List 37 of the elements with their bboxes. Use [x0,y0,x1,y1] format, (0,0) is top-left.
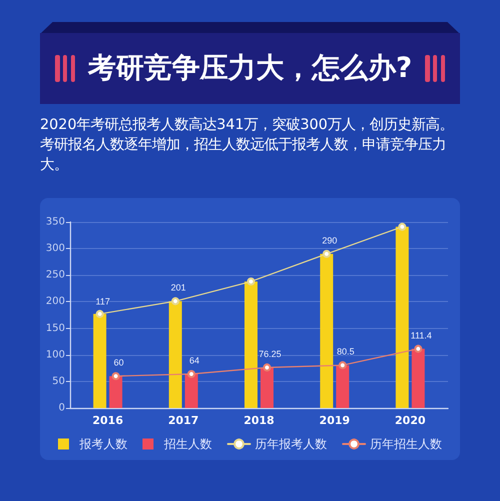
bar [412,348,425,408]
bar [184,374,198,408]
y-tick-label: 300 [46,243,65,254]
bar [244,282,258,408]
legend-label: 历年报考人数 [255,437,327,451]
data-label: 76.25 [258,348,282,359]
chart-subtitle: 2020年考研总报考人数高达341万，突破300万人，创历史新高。考研报名人数逐年增加，招生人数远低于报考人数，申请竞争压力大。 [40,116,455,175]
x-tick-label: 2019 [319,414,350,427]
y-tick-label: 200 [46,296,65,308]
legend-label: 历年招生人数 [370,437,442,451]
y-tick-label: 350 [46,216,65,228]
bar [168,301,182,408]
data-label: 111.4 [410,330,432,340]
bar [260,367,274,408]
annotation: 117 [96,296,110,306]
bar [93,314,106,408]
x-tick-label: 2017 [168,414,199,427]
data-label: 201 [170,282,186,293]
y-tick-label: 50 [52,376,65,387]
data-label: 80.5 [336,346,354,357]
bar [109,376,122,408]
bar [320,254,334,408]
legend-label: 招生人数 [163,437,212,451]
x-tick-label: 2018 [244,414,274,427]
bar [396,226,409,408]
y-tick-label: 0 [58,402,65,414]
bar [336,365,350,408]
data-label: 64 [189,355,200,366]
chart-title: 考研竞争压力大，怎么办? [86,51,414,85]
data-label: 290 [322,235,338,246]
y-tick-label: 250 [46,270,65,281]
y-tick-label: 150 [46,322,65,334]
data-label: 60 [114,358,124,368]
y-tick-label: 100 [46,349,65,360]
x-tick-label: 2016 [92,414,124,427]
x-tick-label: 2020 [394,414,426,427]
legend-label: 报考人数 [78,437,128,451]
